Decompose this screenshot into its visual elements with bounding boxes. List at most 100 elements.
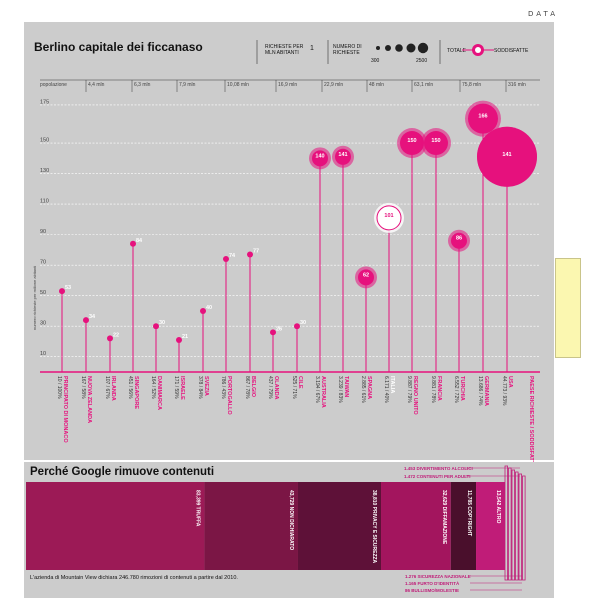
- callout-label: 1.165 FURTO D'IDENTITÀ: [405, 580, 460, 586]
- bubble-point: [83, 317, 89, 324]
- country-stat-label: 786 / 43%: [220, 376, 226, 399]
- y-tick-label: 50: [40, 290, 46, 296]
- country-label: TAIWAN: [343, 376, 349, 397]
- country-label: DANIMARCA: [156, 376, 162, 410]
- segment-label: 32,629 DIFFAMAZIONE: [441, 490, 447, 545]
- bubble-point: [223, 256, 229, 263]
- population-tick-label: 16,9 mln: [278, 82, 297, 88]
- country-label: SPAGNA: [366, 376, 372, 399]
- country-stat-label: 437 / 79%: [267, 376, 273, 399]
- country-stat-label: 9.887 / 79%: [406, 376, 412, 403]
- country-stat-label: 6.552 / 72%: [453, 376, 459, 403]
- bubble-value-label: 34: [89, 314, 96, 320]
- bubble-point: [468, 103, 498, 134]
- small-category-stripe: [522, 475, 526, 581]
- y-axis-label: numero richieste per milione abitanti: [32, 266, 37, 330]
- country-label: NUOVA ZELANDA: [86, 376, 92, 423]
- bubble-value-label: 22: [113, 332, 119, 338]
- country-stat-label: 451 / 56%: [127, 376, 133, 399]
- bubble-point: [107, 335, 113, 342]
- country-stat-label: 164 / 52%: [150, 376, 156, 399]
- bubble-point: [376, 205, 402, 231]
- population-tick-label: 22,9 mln: [324, 82, 343, 88]
- bubble-point: [200, 307, 206, 314]
- legend-requests-per-million: RICHIESTE PER MLN ABITANTI: [265, 44, 304, 56]
- population-tick-label: 6,3 mln: [134, 82, 151, 88]
- bar-segment: [26, 482, 205, 570]
- callout-label: 86 BULLISMO/MOLESTIE: [405, 588, 459, 593]
- segment-label: 83,399 TRUFFA: [194, 490, 200, 527]
- y-tick-label: 30: [40, 321, 46, 327]
- country-label: USA: [507, 376, 513, 388]
- country-label: SINGAPORE: [133, 376, 139, 409]
- bottom-title: Perché Google rimuove contenuti: [30, 466, 215, 478]
- country-label: IRLANDA: [110, 376, 116, 401]
- country-label: ISRAELE: [179, 376, 185, 400]
- country-stat-label: 171 / 59%: [173, 376, 179, 399]
- population-tick-label: 316 mln: [508, 82, 526, 88]
- bubble-value-label: 26: [276, 326, 282, 332]
- segment-label: 38,810 PRIVACY E SICUREZZA: [371, 490, 377, 564]
- bubble-point: [335, 148, 351, 165]
- country-label: ITALIA: [389, 376, 395, 393]
- callout-label: 1.276 SICUREZZA NAZIONALE: [405, 574, 471, 579]
- bar-segment: [204, 482, 298, 570]
- bubble-value-label: 84: [136, 238, 143, 244]
- country-stat-label: 2.885 / 61%: [360, 376, 366, 403]
- bubble-point: [312, 150, 328, 167]
- y-tick-label: 175: [40, 99, 49, 105]
- bubble-value-label: 141: [338, 152, 347, 158]
- legend-num-min: 300: [371, 58, 380, 64]
- bubble-point: [270, 329, 276, 336]
- bar-segment: [476, 482, 505, 570]
- last-column-label: PAESE RICHIESTE / SODDISFATTE%: [528, 376, 534, 473]
- sticky-note: [555, 258, 581, 358]
- country-stat-label: 378 / 84%: [197, 376, 203, 399]
- callout-label: 1.472 CONTENUTI PER ADULTI: [404, 474, 471, 479]
- country-label: FRANCIA: [436, 376, 442, 401]
- bubble-point: [424, 131, 448, 156]
- country-label: TURCHIA: [459, 376, 465, 401]
- country-label: REGNO UNITO: [412, 376, 418, 415]
- y-tick-label: 110: [40, 199, 49, 205]
- country-label: PORTOGALLO: [226, 376, 232, 415]
- population-tick-label: 7,9 mln: [179, 82, 196, 88]
- legend-total: TOTALE: [447, 48, 466, 54]
- population-tick-label: 63,1 mln: [414, 82, 433, 88]
- legend-requests-per-million-value: 1: [310, 45, 314, 52]
- country-stat-label: 525 / 71%: [291, 376, 297, 399]
- section-header: DATA: [527, 10, 558, 18]
- bubble-point: [247, 251, 253, 258]
- country-stat-label: 13.686 / 74%: [477, 376, 483, 406]
- country-label: SVEZIA: [203, 376, 209, 396]
- legend-num-max: 2500: [416, 58, 428, 64]
- bubble-value-label: 101: [384, 213, 393, 219]
- page-title: Berlino capitale dei ficcanaso: [34, 40, 203, 54]
- legend-num-requests: NUMERO DI RICHIESTE: [333, 44, 362, 56]
- y-tick-label: 130: [40, 168, 49, 174]
- segment-label: 11,785 COPYRIGHT: [466, 490, 472, 536]
- country-stat-label: 867 / 78%: [244, 376, 250, 399]
- bubble-value-label: 30: [159, 320, 165, 326]
- bubble-point: [176, 336, 182, 343]
- bubble-value-label: 21: [182, 334, 188, 340]
- small-category-stripe: [504, 465, 508, 581]
- segment-label: 43,729 NON DICHIARATO: [288, 490, 294, 550]
- country-label: OLANDA: [273, 376, 279, 400]
- bubble-point: [59, 288, 65, 295]
- bubble-value-label: 30: [300, 320, 306, 326]
- y-tick-label: 90: [40, 229, 46, 235]
- country-stat-label: 10 / 100%: [56, 376, 62, 399]
- country-stat-label: 3.194 / 67%: [314, 376, 320, 403]
- bubble-point: [400, 131, 424, 156]
- country-label: AUSTRALIA: [320, 376, 326, 408]
- country-stat-label: 3.239 / 83%: [337, 376, 343, 403]
- bubble-value-label: 166: [478, 114, 487, 120]
- bar-segment: [450, 482, 477, 570]
- bubble-point: [477, 126, 537, 187]
- country-stat-label: 6.171 / 40%: [383, 376, 389, 403]
- bubble-point: [153, 323, 159, 330]
